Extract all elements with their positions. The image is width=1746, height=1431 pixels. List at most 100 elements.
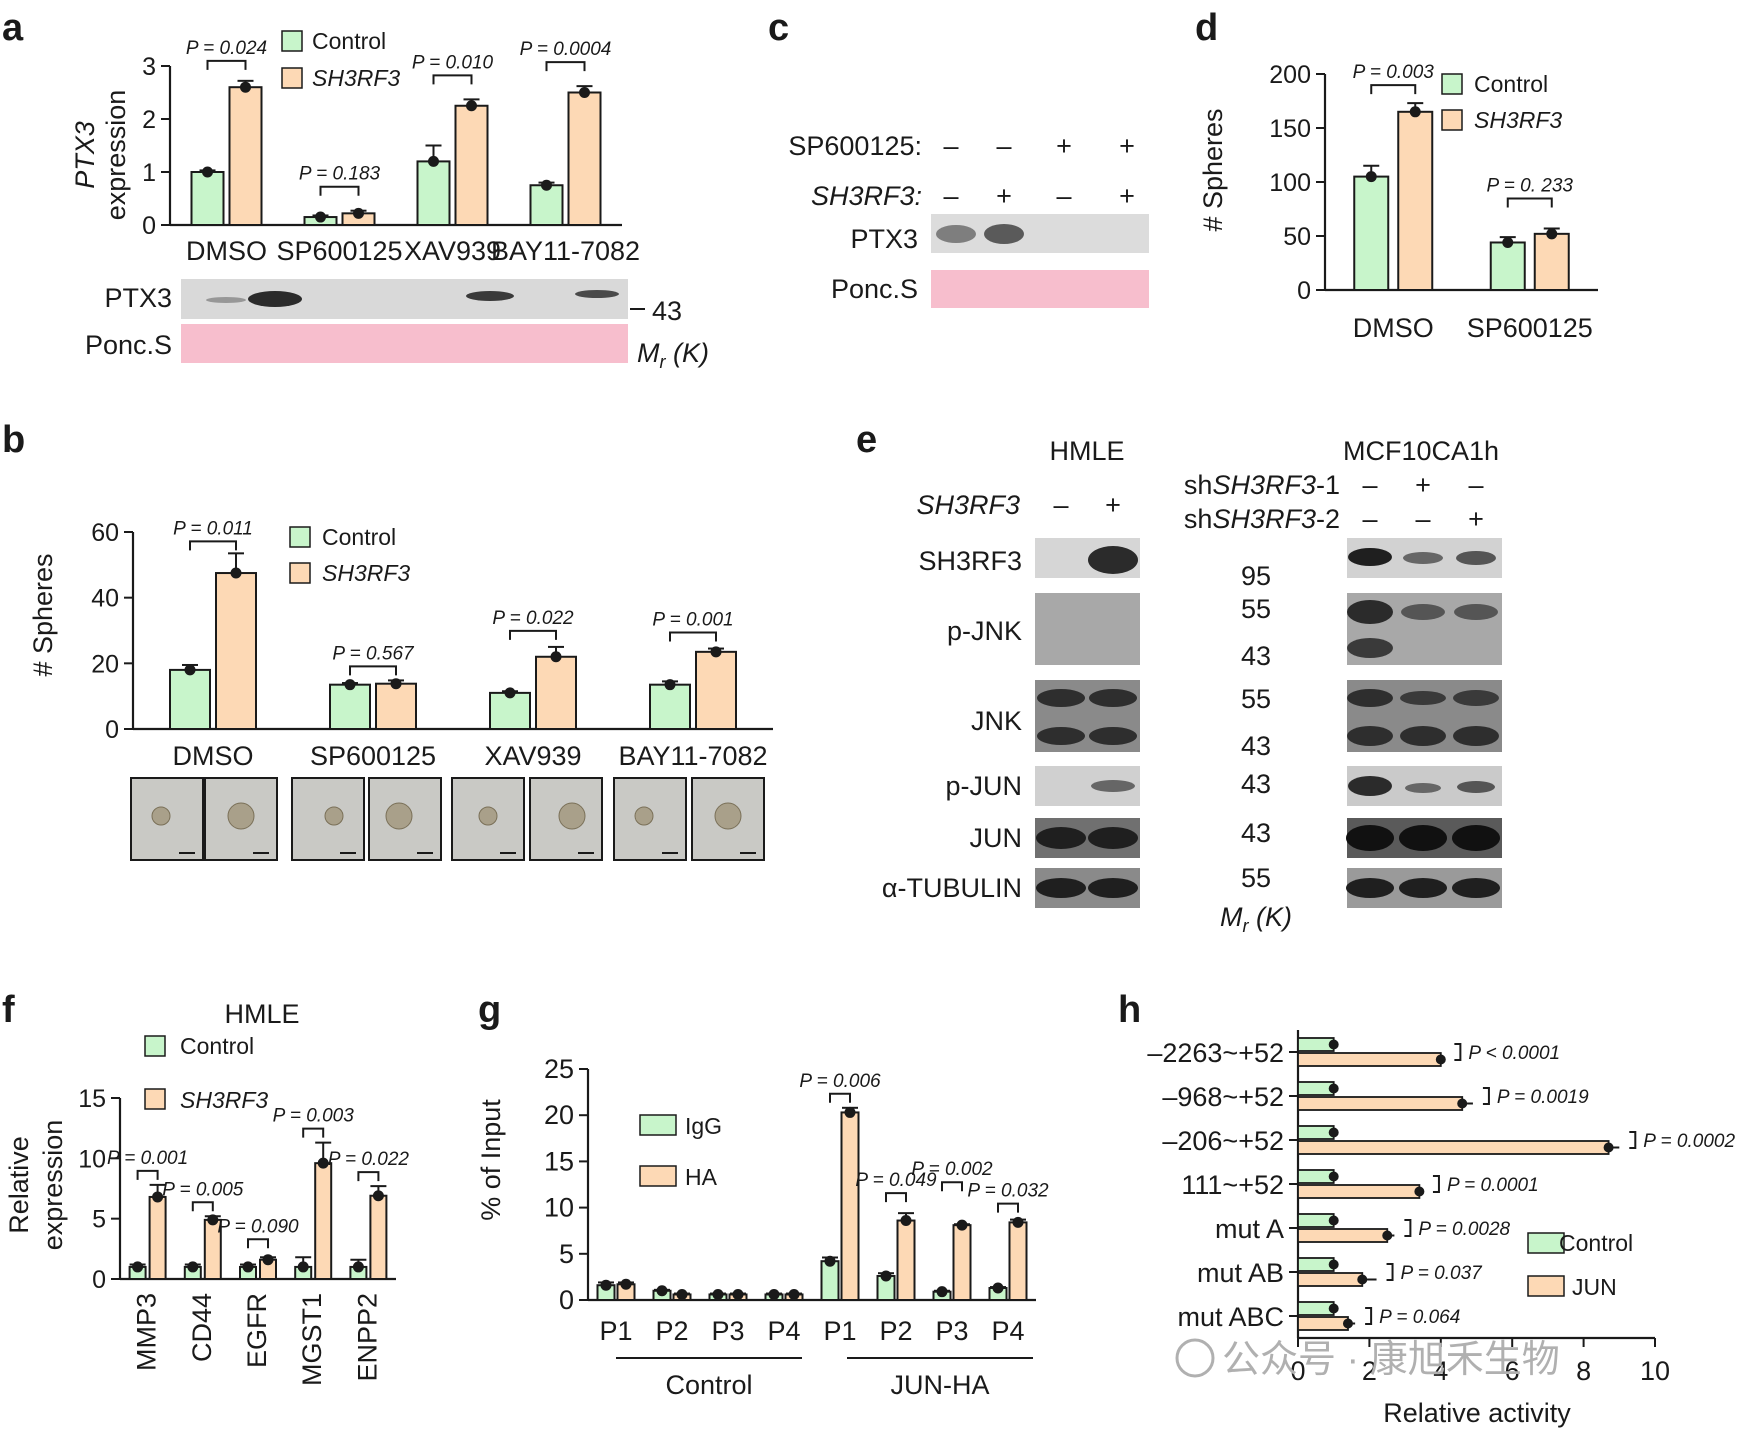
bar: [1297, 1096, 1464, 1111]
significance-bracket: [1506, 197, 1553, 208]
x-tick-label: 2: [1362, 1356, 1377, 1386]
data-point: [1328, 1039, 1339, 1050]
blot-label-jnk: JNK: [971, 706, 1022, 736]
x-tick-label: CD44: [187, 1293, 217, 1362]
mw-marker: 43: [1241, 769, 1271, 799]
bar: [820, 1260, 840, 1302]
sphere-micrographs: [130, 777, 765, 861]
bar: [840, 1111, 860, 1301]
mw-marker: 43: [1241, 641, 1271, 671]
band: [1348, 548, 1392, 566]
y-tick-label: –2263~+52: [1147, 1038, 1284, 1068]
data-point: [297, 1261, 309, 1273]
legend-swatch-control: [1527, 1232, 1565, 1254]
bar: [952, 1224, 972, 1302]
panel-f-ylabel-1: Relative: [4, 1136, 34, 1234]
data-point: [132, 1261, 144, 1273]
significance-bracket: [357, 1171, 380, 1182]
data-point: [1342, 1318, 1353, 1329]
significance-bracket: [885, 1192, 907, 1203]
significance-bracket: [302, 1127, 325, 1138]
panel-d: # Spheres 0 50 100 150 200 DMSO P = 0.003 SP600…: [1198, 61, 1598, 343]
significance-bracket: [1629, 1131, 1637, 1149]
blot-hmle-p-jnk: [1035, 593, 1140, 665]
significance-bracket: [829, 1092, 851, 1103]
bar: [535, 655, 577, 730]
band: [1453, 726, 1499, 746]
treatment-sign: –: [996, 131, 1011, 161]
data-point: [1328, 1171, 1339, 1182]
band: [1036, 827, 1086, 849]
legend-label-treated: SH3RF3: [1474, 107, 1562, 133]
bar: [1297, 1301, 1335, 1316]
y-tick-label: 2: [142, 106, 156, 134]
blot-label-p-jun: p-JUN: [945, 771, 1022, 801]
band: [1091, 780, 1135, 792]
significance-bracket: [509, 629, 557, 640]
y-tick-label: mut A: [1215, 1214, 1284, 1244]
bar: [169, 668, 211, 731]
band: [248, 291, 302, 307]
hmle-construct-label: SH3RF3: [916, 490, 1020, 520]
panel-f-legend: Control SH3RF3: [144, 1033, 268, 1113]
band: [1037, 727, 1085, 745]
bar: [1297, 1140, 1610, 1155]
sphere: [151, 806, 171, 826]
y-tick-label: 15: [78, 1085, 106, 1113]
p-value-label: P = 0.0028: [1418, 1219, 1510, 1240]
data-point: [620, 1278, 632, 1290]
x-tick-label: BAY11-7082: [618, 741, 767, 771]
band: [1400, 726, 1446, 746]
ponceau-stain: [181, 324, 628, 363]
p-value-label: P = 0.001: [107, 1148, 188, 1169]
data-point: [732, 1288, 744, 1300]
panel-a-legend: Control SH3RF3: [281, 28, 400, 91]
bar: [567, 91, 602, 226]
data-point: [936, 1286, 948, 1298]
data-point: [1328, 1259, 1339, 1270]
panel-b: # Spheres 0 20 40 60 DMSO P = 0.011 SP600125 P …: [28, 518, 773, 861]
treatment-sign: +: [1119, 131, 1135, 161]
data-point: [230, 567, 242, 579]
data-point: [1409, 106, 1421, 118]
x-tick-label: 4: [1433, 1356, 1448, 1386]
mw-marker: 43: [1241, 818, 1271, 848]
legend-swatch-treated: [144, 1088, 166, 1110]
p-value-label: P = 0.006: [799, 1071, 881, 1092]
p-value-label: P = 0.002: [911, 1159, 993, 1180]
band: [1399, 878, 1447, 898]
panel-a-ylabel-rest: expression: [101, 90, 131, 221]
band: [1346, 878, 1394, 898]
y-tick-label: –206~+52: [1162, 1126, 1284, 1156]
legend-swatch-treated: [289, 562, 311, 584]
panel-label-f: f: [2, 989, 15, 1031]
bar: [1297, 1316, 1349, 1331]
sphere: [478, 806, 498, 826]
band: [1456, 551, 1496, 565]
bar: [314, 1162, 333, 1281]
blot-label-ponceau: Ponc.S: [85, 330, 172, 360]
data-point: [844, 1106, 856, 1118]
legend-swatch-jun: [1527, 1275, 1565, 1297]
bar: [369, 1194, 388, 1280]
legend-swatch-igg: [639, 1114, 677, 1136]
mw-marker-43: 43: [652, 296, 682, 326]
panel-b-legend: Control SH3RF3: [289, 524, 410, 586]
panel-g: % of Input IgG HA 0 5 10 15 20 25 P1 P2 P3 P4 P1 P …: [476, 1054, 1049, 1400]
x-tick-label: P2: [655, 1316, 688, 1346]
treatment-sign: +: [996, 181, 1012, 211]
p-value-label: P = 0.0002: [1643, 1131, 1735, 1152]
data-point: [317, 1157, 329, 1169]
band: [1348, 776, 1392, 796]
panel-a-ylabel-gene: PTX3: [70, 121, 100, 189]
band: [1401, 604, 1445, 620]
treatment-label: SP600125:: [788, 131, 922, 161]
band: [1347, 689, 1393, 707]
significance-bracket: [669, 631, 717, 642]
band: [1454, 604, 1498, 620]
data-point: [344, 679, 356, 691]
significance-bracket: [189, 540, 237, 551]
x-tick-label: SP600125: [1467, 313, 1593, 343]
legend-swatch-control: [144, 1035, 166, 1057]
hmle-sign: –: [1053, 490, 1068, 520]
